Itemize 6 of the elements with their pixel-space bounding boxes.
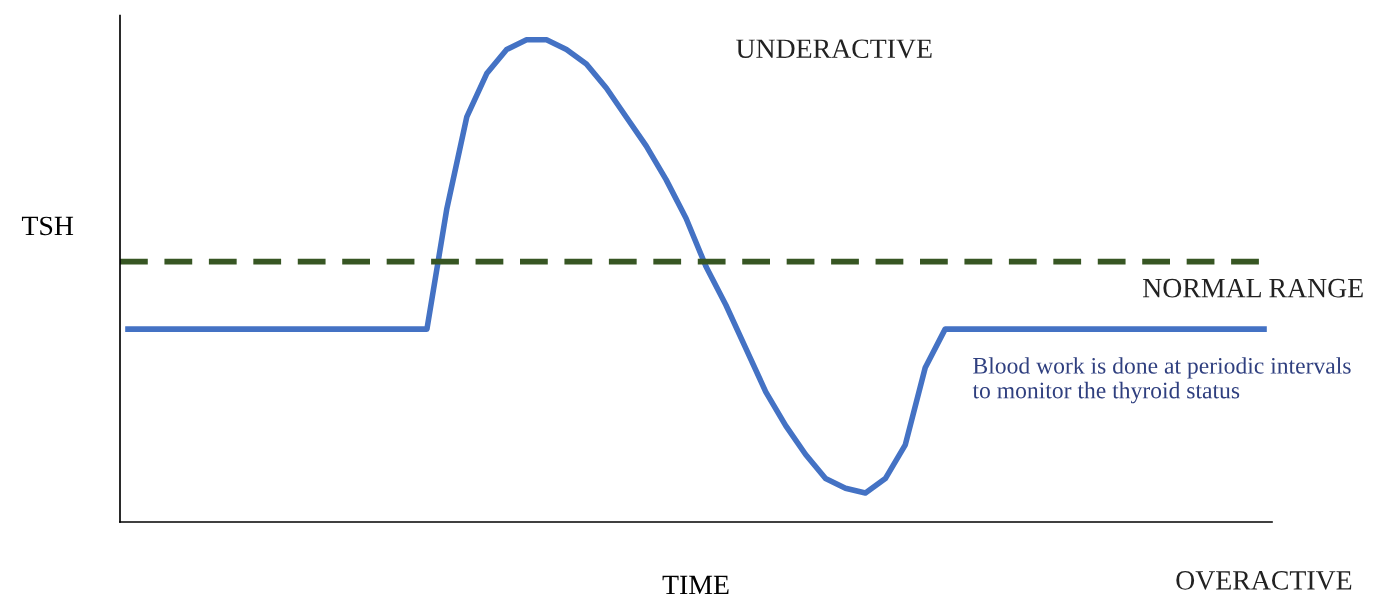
- x-axis-title: TIME: [662, 575, 729, 595]
- annotation: Blood work is done at periodic intervals to monitor the thyroid status: [972, 357, 1351, 404]
- annotation: UNDERACTIVE: [736, 39, 932, 59]
- ref-line-label: NORMAL RANGE: [1143, 278, 1363, 298]
- y-axis-title: TSH: [21, 216, 74, 236]
- text: OVERACTIVE: [1176, 571, 1352, 590]
